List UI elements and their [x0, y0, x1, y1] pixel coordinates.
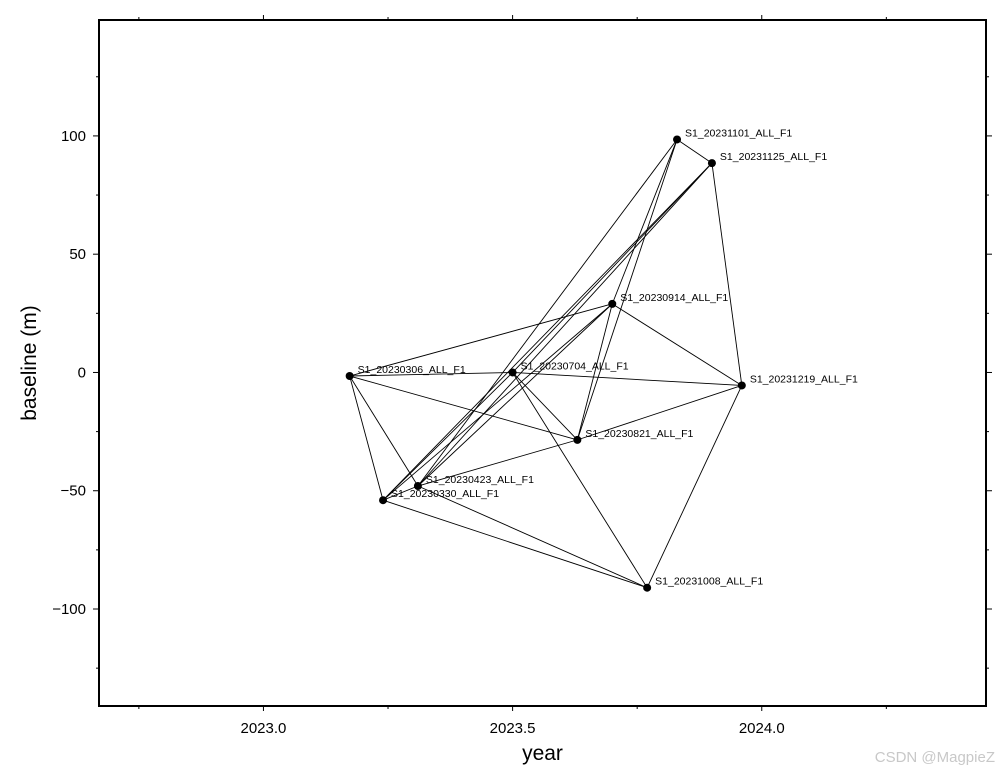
network-edge	[512, 372, 578, 441]
network-edge	[382, 499, 648, 589]
network-edge	[349, 375, 578, 441]
y-tick-label: 100	[61, 128, 86, 145]
scene-label: S1_20230423_ALL_F1	[426, 474, 534, 486]
edges-layer	[349, 139, 743, 589]
scene-label: S1_20231219_ALL_F1	[750, 373, 858, 385]
network-edge	[349, 372, 513, 377]
scene-point	[413, 482, 422, 491]
network-edge	[711, 163, 743, 386]
network-edge	[577, 385, 742, 441]
network-edge	[417, 303, 613, 487]
x-tick-label: 2024.0	[739, 720, 785, 737]
network-edge	[349, 375, 419, 487]
scene-label: S1_20230704_ALL_F1	[521, 360, 629, 372]
network-edge	[382, 162, 713, 501]
network-edge	[417, 439, 578, 487]
scene-point	[643, 583, 652, 592]
network-edge	[349, 303, 613, 377]
network-edge	[676, 139, 713, 164]
scene-point	[608, 299, 617, 308]
y-tick-label: 0	[78, 364, 86, 381]
scene-point	[508, 368, 517, 377]
scene-point	[345, 372, 354, 381]
y-tick-label: 50	[69, 246, 86, 263]
network-edge	[611, 139, 678, 305]
network-edge	[382, 303, 613, 501]
scene-label: S1_20230330_ALL_F1	[391, 488, 499, 500]
ticks-layer: 2023.0 2023.5 2024.0 −100 −50 0 50 100	[52, 15, 992, 737]
scene-point	[573, 435, 582, 444]
plot-frame	[98, 19, 987, 707]
network-edge	[576, 139, 678, 441]
x-tick-label: 2023.5	[490, 720, 536, 737]
network-edge	[349, 375, 384, 501]
network-edge	[382, 372, 513, 501]
scene-label: S1_20230821_ALL_F1	[585, 428, 693, 440]
scene-label: S1_20230306_ALL_F1	[358, 364, 466, 376]
nodes-layer: S1_20230306_ALL_F1 S1_20230330_ALL_F1 S1_2…	[345, 127, 858, 592]
scene-label: S1_20231008_ALL_F1	[655, 576, 763, 588]
network-edge	[512, 372, 648, 588]
network-edge	[382, 485, 419, 501]
scene-point	[707, 159, 716, 168]
x-tick-label: 2023.0	[240, 720, 286, 737]
scene-point	[379, 496, 388, 505]
network-edge	[417, 139, 678, 487]
y-tick-label: −50	[61, 483, 86, 500]
x-axis-label: year	[522, 742, 563, 765]
network-edge	[512, 372, 742, 386]
scene-label: S1_20231101_ALL_F1	[685, 127, 792, 139]
y-tick-label: −100	[52, 601, 86, 618]
scene-label: S1_20230914_ALL_F1	[620, 292, 728, 304]
scene-point	[737, 381, 746, 390]
y-axis-label: baseline (m)	[18, 305, 41, 421]
scene-label: S1_20231125_ALL_F1	[720, 151, 827, 163]
network-edge	[646, 385, 743, 588]
scene-point	[673, 135, 682, 144]
watermark-text: CSDN @MagpieZ	[874, 749, 995, 766]
network-edge	[612, 303, 743, 386]
network-edge	[512, 162, 713, 373]
network-edge	[417, 485, 648, 589]
network-edge	[417, 162, 713, 487]
network-edge	[576, 303, 613, 440]
